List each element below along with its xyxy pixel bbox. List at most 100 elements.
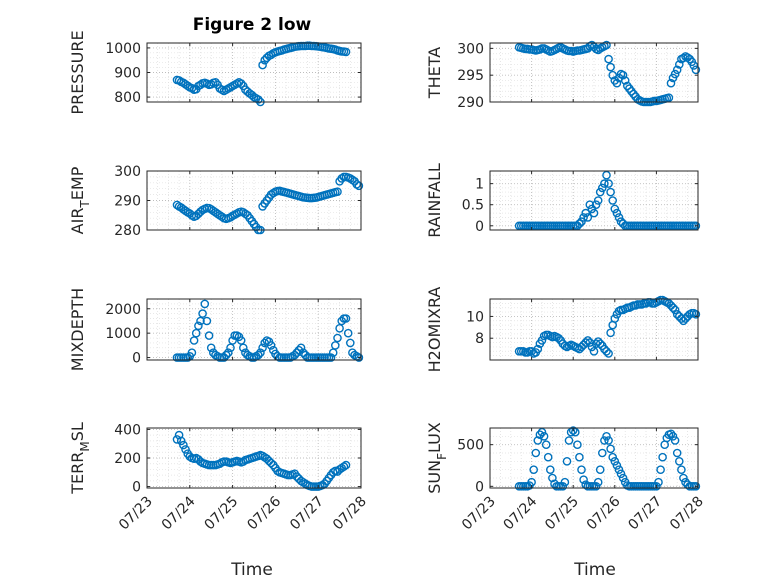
y-axis-label-rest: EMP	[68, 166, 87, 200]
y-axis-label-rest: SL	[68, 422, 87, 441]
data-point	[172, 435, 182, 444]
y-axis-label: AIRTEMP	[68, 166, 92, 234]
data-point	[604, 179, 613, 188]
y-tick-label: 0	[475, 219, 484, 235]
data-point	[602, 40, 611, 50]
data-point	[345, 338, 355, 348]
y-tick-label: 300	[114, 164, 141, 180]
data-point	[562, 456, 572, 466]
data-series	[514, 170, 701, 231]
data-point	[612, 208, 622, 218]
data-point	[654, 477, 663, 487]
data-point	[664, 93, 674, 102]
data-point	[666, 429, 676, 439]
y-axis-label: TERRMSL	[68, 422, 92, 495]
data-point	[691, 65, 701, 75]
x-tick-label: 07/23	[116, 494, 156, 534]
data-point	[668, 431, 678, 441]
y-tick-label: 0	[475, 479, 484, 495]
data-point	[568, 426, 578, 435]
data-point	[677, 465, 686, 475]
data-point	[236, 79, 246, 88]
data-point	[241, 209, 250, 219]
data-point	[658, 452, 667, 462]
data-point	[228, 336, 237, 345]
y-tick-label: 800	[114, 90, 141, 106]
y-tick-label: 0	[132, 351, 141, 367]
y-tick-label: 300	[457, 41, 484, 57]
data-point	[253, 95, 263, 104]
data-point	[191, 328, 201, 338]
data-series	[514, 426, 701, 491]
subplot-sun: 0 500 SUNFLUX 07/23 07/24 07/25 07/26 07/27 07/2…	[425, 422, 707, 533]
y-axis-label-rest: LUX	[425, 422, 444, 453]
x-tick-label: 07/27	[625, 494, 665, 534]
data-point	[296, 476, 306, 486]
y-tick-label: 1	[475, 177, 484, 193]
data-point	[614, 465, 624, 475]
data-point	[581, 208, 591, 218]
data-point	[219, 353, 229, 362]
data-point	[537, 427, 547, 437]
y-tick-label: 200	[114, 451, 141, 467]
data-point	[564, 436, 574, 445]
data-point	[575, 219, 584, 228]
y-axis-label-main: TERR	[68, 452, 87, 495]
data-point	[593, 477, 603, 487]
subplot-rainfall: 0 0.5 1 RAINFALL	[425, 163, 701, 238]
data-point	[326, 353, 336, 362]
data-point	[181, 445, 190, 454]
data-point	[612, 78, 622, 88]
data-point	[539, 431, 549, 441]
axes-box	[489, 427, 699, 489]
data-point	[604, 436, 613, 445]
data-point	[266, 341, 276, 350]
data-point	[256, 348, 265, 358]
data-point	[579, 475, 588, 485]
data-point	[533, 344, 543, 354]
data-series	[172, 299, 364, 362]
data-point	[691, 481, 701, 491]
data-point	[618, 473, 628, 483]
x-tick-label: 07/28	[667, 494, 707, 534]
data-point	[537, 336, 547, 345]
data-point	[258, 60, 267, 70]
data-point	[608, 196, 618, 205]
data-point	[187, 348, 197, 358]
data-series	[172, 172, 364, 235]
data-point	[335, 465, 344, 474]
x-tick-label: 07/28	[330, 494, 370, 534]
data-point	[554, 333, 563, 343]
x-tick-label: 07/27	[287, 494, 327, 534]
data-point	[672, 448, 682, 458]
data-point	[198, 309, 207, 318]
x-tick-label: 07/26	[244, 493, 284, 533]
data-point	[200, 299, 210, 309]
data-point	[589, 208, 599, 218]
y-axis-label: SUNFLUX	[425, 422, 449, 494]
y-axis-label: THETA	[425, 47, 444, 99]
data-point	[573, 440, 582, 450]
data-point	[341, 314, 351, 323]
y-tick-label: 10	[466, 309, 484, 325]
data-point	[298, 348, 308, 358]
data-point	[614, 213, 624, 222]
y-tick-label: 1000	[105, 41, 141, 57]
y-tick-label: 500	[457, 438, 484, 454]
data-point	[585, 338, 595, 347]
data-series	[172, 41, 351, 107]
axes-box	[489, 298, 699, 361]
data-point	[260, 55, 270, 65]
data-point	[253, 350, 263, 360]
x-tick-label: 07/26	[584, 493, 624, 533]
data-point	[223, 348, 233, 358]
data-point	[181, 206, 190, 216]
data-point	[258, 343, 267, 353]
axes-box	[489, 42, 699, 103]
y-axis-label: RAINFALL	[425, 163, 444, 238]
y-tick-label: 2000	[105, 302, 141, 318]
y-tick-label: 0.5	[462, 198, 484, 214]
data-point	[691, 221, 701, 231]
data-point	[606, 62, 615, 72]
data-point	[330, 341, 340, 350]
